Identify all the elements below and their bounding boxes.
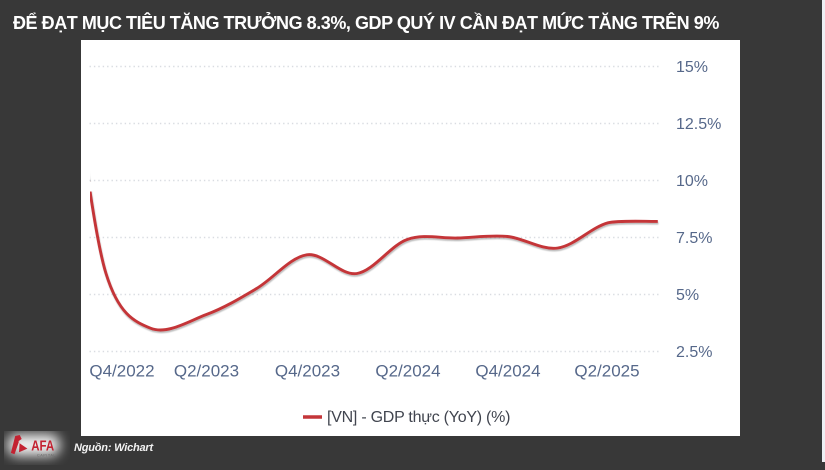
svg-text:7.5%: 7.5%	[676, 230, 712, 247]
svg-text:Q2/2025: Q2/2025	[574, 362, 639, 381]
svg-text:[VN] - GDP thực (YoY) (%): [VN] - GDP thực (YoY) (%)	[327, 409, 510, 426]
svg-text:Q4/2022: Q4/2022	[89, 362, 154, 381]
svg-text:15%: 15%	[676, 59, 708, 76]
svg-text:2.5%: 2.5%	[676, 344, 712, 361]
svg-text:Q4/2024: Q4/2024	[475, 362, 540, 381]
svg-text:CAPITAL: CAPITAL	[37, 454, 56, 458]
svg-text:AFA: AFA	[31, 438, 54, 454]
svg-text:10%: 10%	[676, 173, 708, 190]
svg-text:12.5%: 12.5%	[676, 116, 721, 133]
svg-text:Q2/2023: Q2/2023	[174, 362, 239, 381]
svg-text:5%: 5%	[676, 287, 699, 304]
svg-text:Q4/2023: Q4/2023	[275, 362, 340, 381]
svg-text:Q2/2024: Q2/2024	[375, 362, 440, 381]
